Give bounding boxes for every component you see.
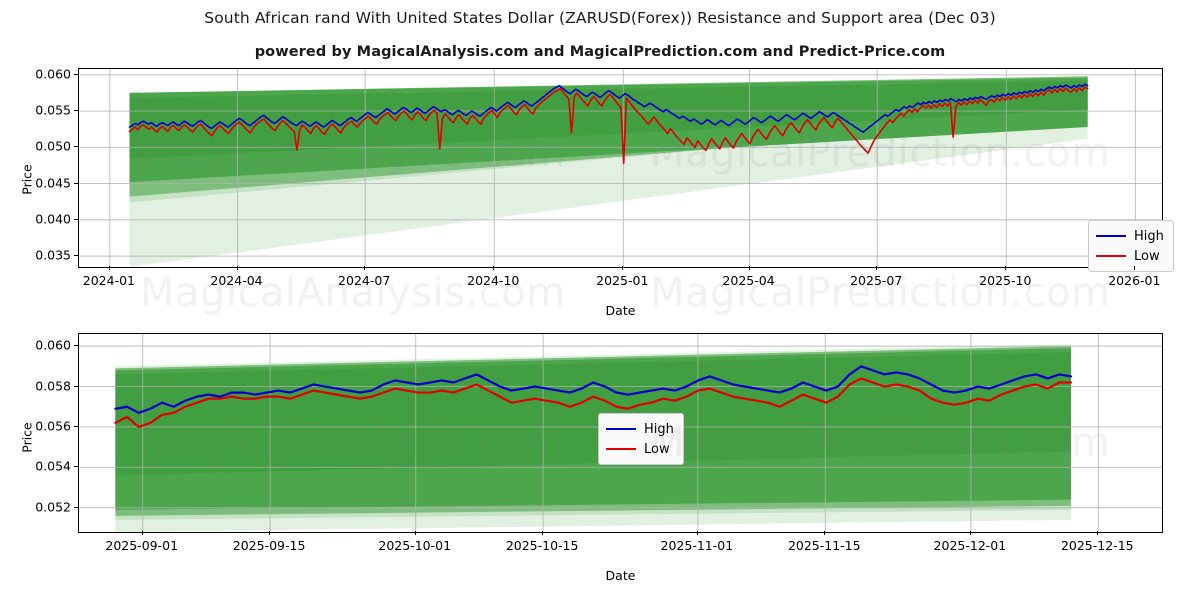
plot-detail-xtick-mark <box>969 531 971 535</box>
legend-detail-label: High <box>644 421 674 437</box>
plot-detail-series-high <box>114 365 1073 414</box>
plot-detail-ytick-label: 0.054 <box>35 458 71 474</box>
legend-overview-item[interactable]: High <box>1096 226 1164 246</box>
plot-overview-xtick-mark <box>493 266 495 270</box>
plot-detail-xtick-mark <box>269 531 271 535</box>
plot-detail-canvas <box>79 334 1162 532</box>
legend-detail-label: Low <box>644 441 670 457</box>
plot-overview-xtick-mark <box>1005 266 1007 270</box>
plot-overview-ytick-mark <box>74 255 78 257</box>
plot-detail-xtick-mark <box>542 531 544 535</box>
plot-detail-band-core-inner <box>115 352 1071 476</box>
plot-detail-ytick-label: 0.052 <box>35 499 71 515</box>
plot-overview-ytick-mark <box>74 182 78 184</box>
legend-detail-swatch-high-icon <box>606 428 636 430</box>
plot-overview-ytick-label: 0.035 <box>35 247 71 263</box>
plot-overview-ytick-label: 0.045 <box>35 175 71 191</box>
overview-legend: High Low <box>1088 220 1174 272</box>
plot-overview-ytick-label: 0.055 <box>35 102 71 118</box>
legend-overview-label: High <box>1134 228 1164 244</box>
page-subtitle: powered by MagicalAnalysis.com and Magic… <box>254 44 946 60</box>
plot-detail-xtick-label: 2025-11-01 <box>660 538 734 553</box>
plot-detail-series-low <box>114 377 1073 429</box>
plot-detail-ytick-mark <box>74 385 78 387</box>
plot-overview-xtick-mark <box>236 266 238 270</box>
plot-overview-xtick-mark <box>876 266 878 270</box>
plot-overview-xtick-mark <box>1134 266 1136 270</box>
plot-overview-series-low <box>128 86 1089 165</box>
plot-detail-ytick-label: 0.058 <box>35 378 71 394</box>
plot-detail-xtick-label: 2025-10-15 <box>505 538 579 553</box>
overview-x-axis-label: Date <box>605 303 636 318</box>
plot-overview-xtick-mark <box>108 266 110 270</box>
overview-plot-area[interactable] <box>78 68 1163 268</box>
plot-overview-xtick-label: 2024-01 <box>82 273 135 288</box>
plot-overview-xtick-label: 2025-01 <box>596 273 649 288</box>
legend-overview-swatch-low-icon <box>1096 255 1126 257</box>
detail-legend: High Low <box>598 413 684 465</box>
plot-overview-xtick-label: 2026-01 <box>1108 273 1161 288</box>
plot-overview-ytick-label: 0.040 <box>35 211 71 227</box>
plot-overview-band-core-inner <box>129 80 1088 159</box>
plot-overview-ytick-mark <box>74 218 78 220</box>
legend-detail-swatch-low-icon <box>606 448 636 450</box>
plot-overview-xtick-label: 2024-04 <box>210 273 263 288</box>
plot-detail-ytick-label: 0.056 <box>35 418 71 434</box>
plot-overview-ytick-mark <box>74 73 78 75</box>
plot-detail-xtick-label: 2025-11-15 <box>787 538 861 553</box>
plot-overview-xtick-mark <box>622 266 624 270</box>
plot-overview-ytick-label: 0.050 <box>35 138 71 154</box>
plot-overview-xtick-mark <box>748 266 750 270</box>
legend-overview-swatch-high-icon <box>1096 235 1126 237</box>
legend-detail-item[interactable]: Low <box>606 439 674 459</box>
plot-detail-xtick-label: 2025-10-01 <box>378 538 452 553</box>
plot-detail-xtick-mark <box>1097 531 1099 535</box>
plot-overview-ytick-mark <box>74 146 78 148</box>
plot-detail-ytick-mark <box>74 425 78 427</box>
page-title: South African rand With United States Do… <box>204 9 996 27</box>
detail-x-axis-label: Date <box>605 568 636 583</box>
plot-overview-ytick-label: 0.060 <box>35 66 71 82</box>
plot-overview-xtick-label: 2024-07 <box>338 273 391 288</box>
plot-overview-series-high <box>128 83 1089 133</box>
legend-overview-item[interactable]: Low <box>1096 246 1164 266</box>
plot-overview-xtick-label: 2024-10 <box>467 273 520 288</box>
plot-detail-xtick-label: 2025-09-15 <box>232 538 306 553</box>
plot-detail-xtick-mark <box>696 531 698 535</box>
plot-detail-ytick-mark <box>74 466 78 468</box>
plot-overview-xtick-label: 2025-10 <box>979 273 1032 288</box>
plot-detail-ytick-mark <box>74 345 78 347</box>
plot-overview-canvas <box>79 69 1162 267</box>
plot-detail-xtick-label: 2025-12-15 <box>1060 538 1134 553</box>
plot-detail-xtick-label: 2025-12-01 <box>933 538 1007 553</box>
plot-detail-xtick-mark <box>141 531 143 535</box>
legend-overview-label: Low <box>1134 248 1160 264</box>
plot-detail-ytick-mark <box>74 506 78 508</box>
plot-overview-xtick-label: 2025-04 <box>722 273 775 288</box>
plot-detail-xtick-mark <box>824 531 826 535</box>
plot-overview-xtick-mark <box>364 266 366 270</box>
plot-overview-xtick-label: 2025-07 <box>850 273 903 288</box>
legend-detail-item[interactable]: High <box>606 419 674 439</box>
plot-detail-xtick-label: 2025-09-01 <box>105 538 179 553</box>
plot-overview-ytick-mark <box>74 110 78 112</box>
plot-detail-xtick-mark <box>414 531 416 535</box>
plot-detail-ytick-label: 0.060 <box>35 337 71 353</box>
